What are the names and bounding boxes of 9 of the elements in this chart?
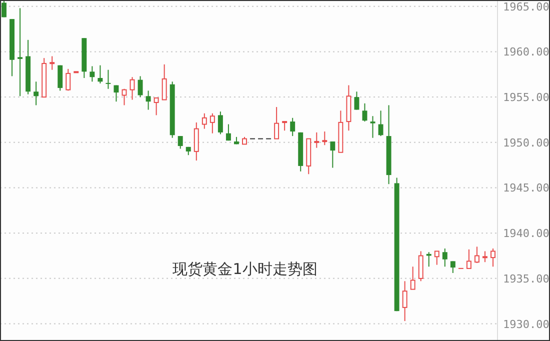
text: 现货黄金1小时走势图 (172, 260, 318, 278)
y-tick-label: 1930.00 (503, 318, 550, 331)
y-tick-label: 1945.00 (503, 182, 550, 195)
y-tick-label: 1955.00 (503, 91, 550, 104)
y-tick-label: 1960.00 (503, 46, 550, 59)
y-tick-label: 1935.00 (503, 272, 550, 286)
y-tick-label: 1950.00 (503, 136, 550, 150)
y-tick-label: 1965.00 (503, 0, 550, 14)
y-tick-label: 1940.00 (503, 227, 550, 240)
